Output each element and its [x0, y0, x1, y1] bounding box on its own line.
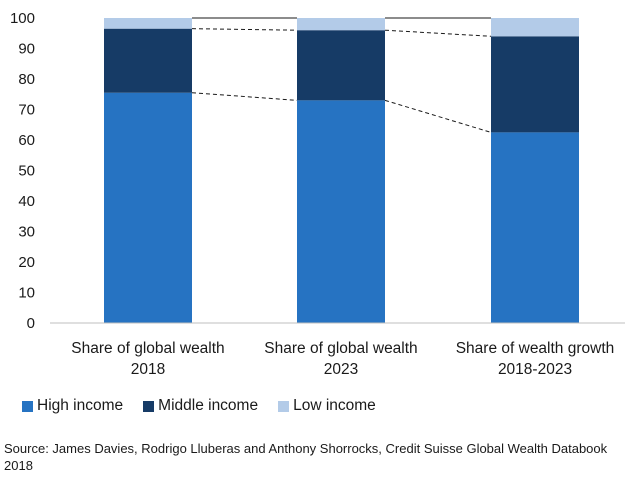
- bar-segment-low-income: [491, 18, 579, 37]
- y-tick-label: 30: [18, 224, 35, 241]
- bar-segment-middle-income: [297, 30, 385, 101]
- x-category-label: Share of global wealth: [264, 340, 417, 357]
- connector-line: [191, 28, 298, 31]
- y-tick-label: 100: [10, 10, 35, 27]
- stacked-bar-chart: 0 10 20 30 40 50 60 70 80 90 100 Share of global we…: [10, 10, 625, 378]
- x-category-label: Share of wealth growth: [456, 340, 615, 357]
- legend-label-low-income: Low income: [293, 397, 376, 414]
- x-category-label: 2023: [324, 361, 358, 378]
- legend-item-middle-income: Middle income: [143, 397, 258, 415]
- legend-swatch-middle-income: [143, 400, 155, 412]
- bar-segment-high-income: [297, 100, 385, 323]
- y-tick-label: 90: [18, 41, 35, 58]
- connector-line: [384, 99, 492, 133]
- legend-item-high-income: High income: [22, 397, 123, 415]
- y-tick-label: 70: [18, 102, 35, 119]
- y-tick-label: 50: [18, 163, 35, 180]
- bar-segment-middle-income: [104, 28, 192, 93]
- bar-segment-high-income: [104, 92, 192, 323]
- legend-swatch-high-income: [22, 400, 33, 412]
- y-tick-label: 80: [18, 71, 35, 88]
- connector-line: [384, 29, 492, 37]
- legend: High income Middle income Low income: [22, 397, 396, 415]
- legend-swatch-low-income: [278, 400, 290, 412]
- bar-segment-middle-income: [491, 36, 579, 133]
- x-category-label: 2018: [131, 361, 165, 378]
- legend-label-middle-income: Middle income: [158, 397, 259, 414]
- y-tick-label: 20: [18, 254, 35, 271]
- connector-line: [191, 92, 298, 101]
- bar-segment-high-income: [491, 132, 579, 323]
- bar-segment-low-income: [104, 18, 192, 29]
- y-tick-label: 60: [18, 132, 35, 149]
- legend-item-low-income: Low income: [278, 397, 376, 415]
- y-tick-label: 40: [18, 193, 35, 210]
- x-category-label: 2018-2023: [498, 361, 572, 378]
- y-tick-label: 0: [27, 315, 35, 332]
- bar-segment-low-income: [297, 18, 385, 31]
- y-tick-label: 10: [18, 285, 35, 302]
- source-note: Source: James Davies, Rodrigo Lluberas a…: [4, 441, 608, 473]
- x-category-label: Share of global wealth: [71, 340, 224, 357]
- legend-label-high-income: High income: [37, 397, 124, 414]
